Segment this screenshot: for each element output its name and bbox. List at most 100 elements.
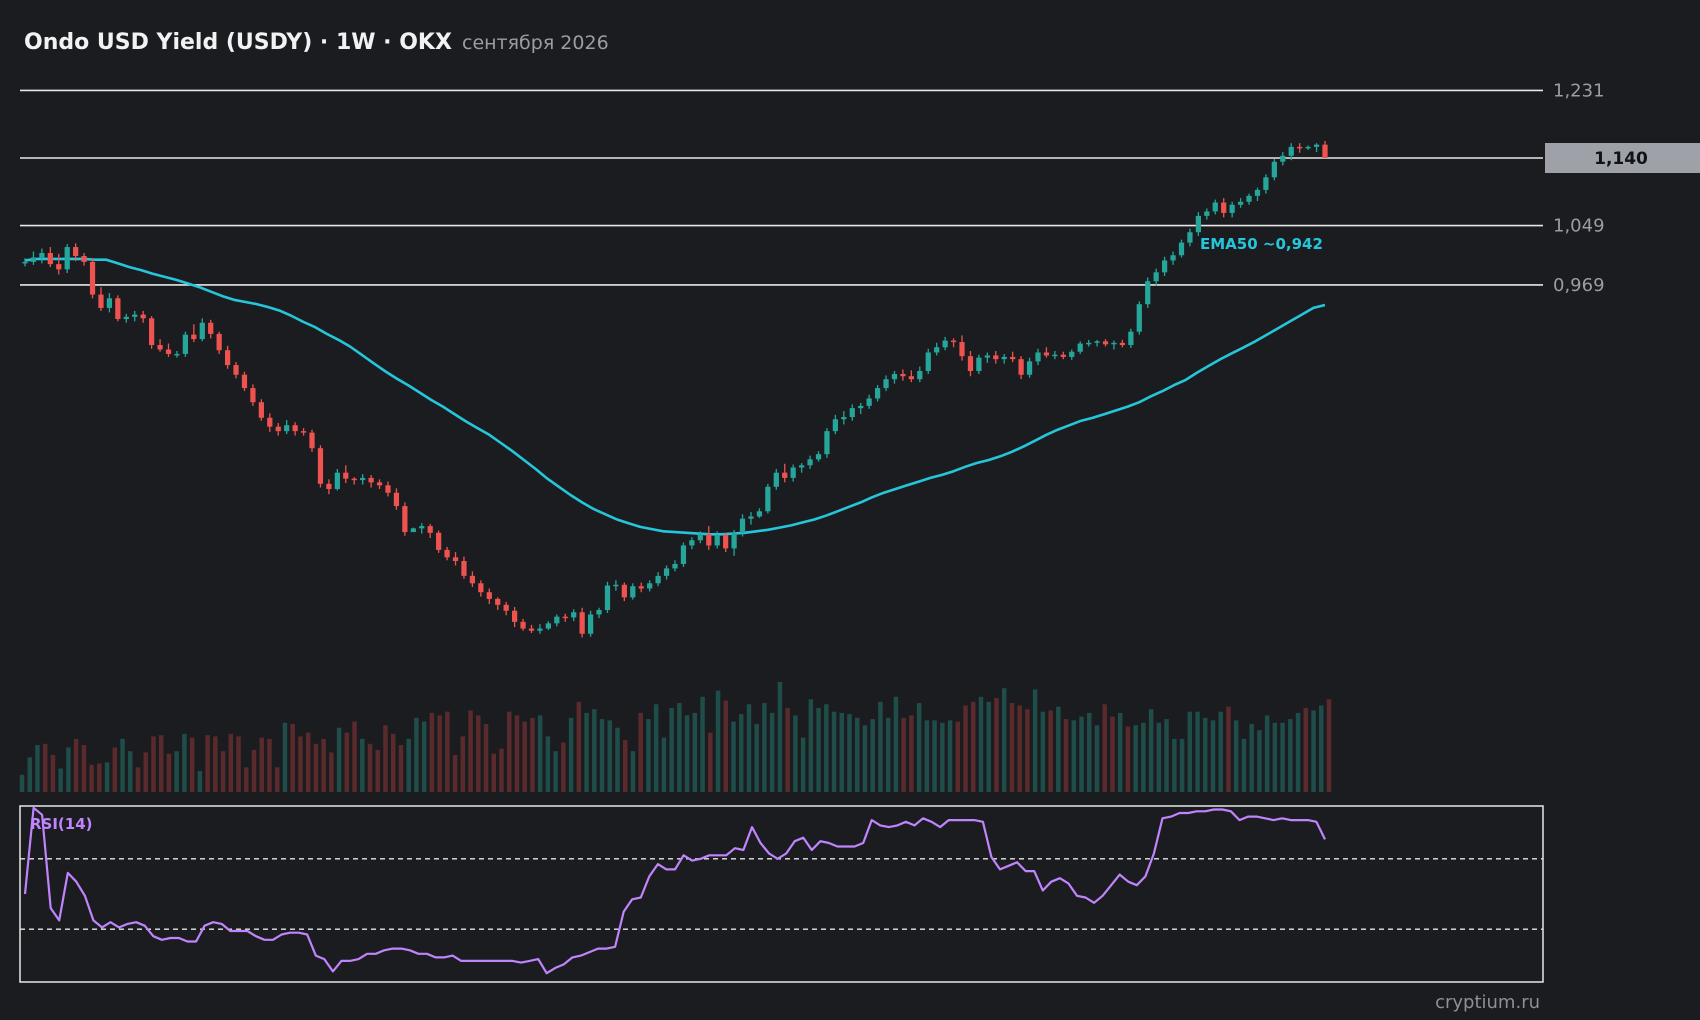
candle-body — [773, 472, 779, 487]
candle-body — [174, 353, 180, 356]
candle — [1111, 340, 1117, 350]
volume-bar — [1110, 716, 1115, 792]
candle — [216, 331, 222, 354]
candle — [782, 463, 788, 483]
candle — [934, 342, 940, 356]
candle-body — [98, 294, 104, 308]
candle-body — [165, 349, 172, 354]
candle — [233, 362, 239, 379]
candle — [604, 581, 611, 613]
volume-bar — [429, 712, 435, 792]
volume-bar — [367, 743, 373, 792]
ema-group: EMA50 ~0,942 — [24, 235, 1326, 536]
volume-bar — [452, 754, 458, 792]
candle — [132, 310, 138, 322]
candle-body — [1280, 155, 1286, 162]
candle — [815, 451, 822, 462]
volume-bar — [615, 727, 620, 792]
candle-body — [511, 610, 518, 622]
candle-body — [1077, 343, 1083, 352]
volume-bar — [622, 740, 628, 792]
volume-bar — [1087, 712, 1092, 792]
candle-body — [1111, 342, 1117, 345]
volume-bar — [1272, 722, 1278, 792]
volume-bar — [58, 768, 63, 792]
candle — [182, 331, 189, 357]
candle — [706, 526, 712, 550]
volume-bar — [1203, 717, 1208, 792]
candle-body — [56, 264, 62, 270]
volume-bar — [305, 732, 311, 792]
volume-bar — [1040, 711, 1046, 792]
volume-bar — [66, 747, 71, 792]
price-tag-value: 1,140 — [1594, 149, 1648, 169]
candle — [647, 580, 653, 592]
candle — [799, 463, 805, 473]
candle — [1018, 356, 1024, 380]
volume-bar — [329, 752, 334, 792]
candle-body — [714, 535, 720, 546]
candle-body — [393, 492, 400, 507]
volume-bar — [708, 732, 713, 792]
candle — [1010, 351, 1016, 363]
volume-bar — [213, 736, 218, 792]
candle — [326, 479, 332, 495]
volume-bar — [336, 727, 342, 792]
candle-body — [1229, 204, 1235, 213]
candle-body — [132, 314, 138, 317]
volume-bar — [274, 767, 280, 792]
volume-bar — [1125, 726, 1131, 792]
candle-body — [1263, 177, 1269, 190]
candle — [849, 404, 855, 421]
candle-body — [115, 298, 121, 320]
candle — [1212, 199, 1218, 215]
volume-bar — [947, 720, 953, 792]
candle — [292, 422, 298, 436]
candle — [874, 385, 881, 402]
candle-body — [799, 465, 805, 468]
candle-body — [267, 417, 273, 427]
volume-bar — [360, 738, 365, 792]
volume-bar — [1295, 712, 1301, 792]
candle-body — [503, 604, 509, 611]
candle-body — [1237, 201, 1244, 205]
volume-bar — [375, 749, 380, 792]
candle — [756, 508, 763, 518]
volume-bar — [390, 733, 396, 792]
candle — [638, 582, 644, 593]
candle — [478, 580, 484, 597]
candle-body — [1052, 354, 1058, 357]
candle-body — [832, 419, 839, 432]
candle-body — [444, 549, 450, 558]
rsi-label: RSI(14) — [30, 815, 93, 833]
candle — [47, 247, 53, 268]
volume-bar — [1063, 719, 1069, 792]
candle-body — [647, 583, 653, 589]
candle-body — [1145, 281, 1151, 305]
volume-bar — [1326, 699, 1332, 792]
candle — [883, 375, 889, 392]
volume-bar — [1172, 738, 1177, 792]
volume-bar — [862, 725, 868, 792]
candle-body — [571, 612, 577, 618]
volume-bar — [1032, 689, 1038, 792]
volume-bar — [1179, 738, 1185, 792]
volume-bar — [398, 745, 404, 792]
volume-bar — [924, 720, 930, 792]
candle — [402, 502, 408, 536]
candle — [993, 350, 999, 364]
candle — [199, 318, 205, 342]
volume-bar — [128, 751, 133, 792]
candle — [351, 477, 357, 485]
volume-bar — [684, 715, 690, 792]
candle-body — [942, 340, 948, 348]
candle-body — [140, 314, 146, 319]
candle — [1145, 277, 1151, 308]
candle-body — [1060, 354, 1066, 357]
volume-bar — [135, 767, 141, 792]
candle — [579, 607, 585, 638]
candle — [967, 350, 974, 377]
candle-body — [1018, 359, 1024, 375]
candle — [385, 481, 391, 497]
